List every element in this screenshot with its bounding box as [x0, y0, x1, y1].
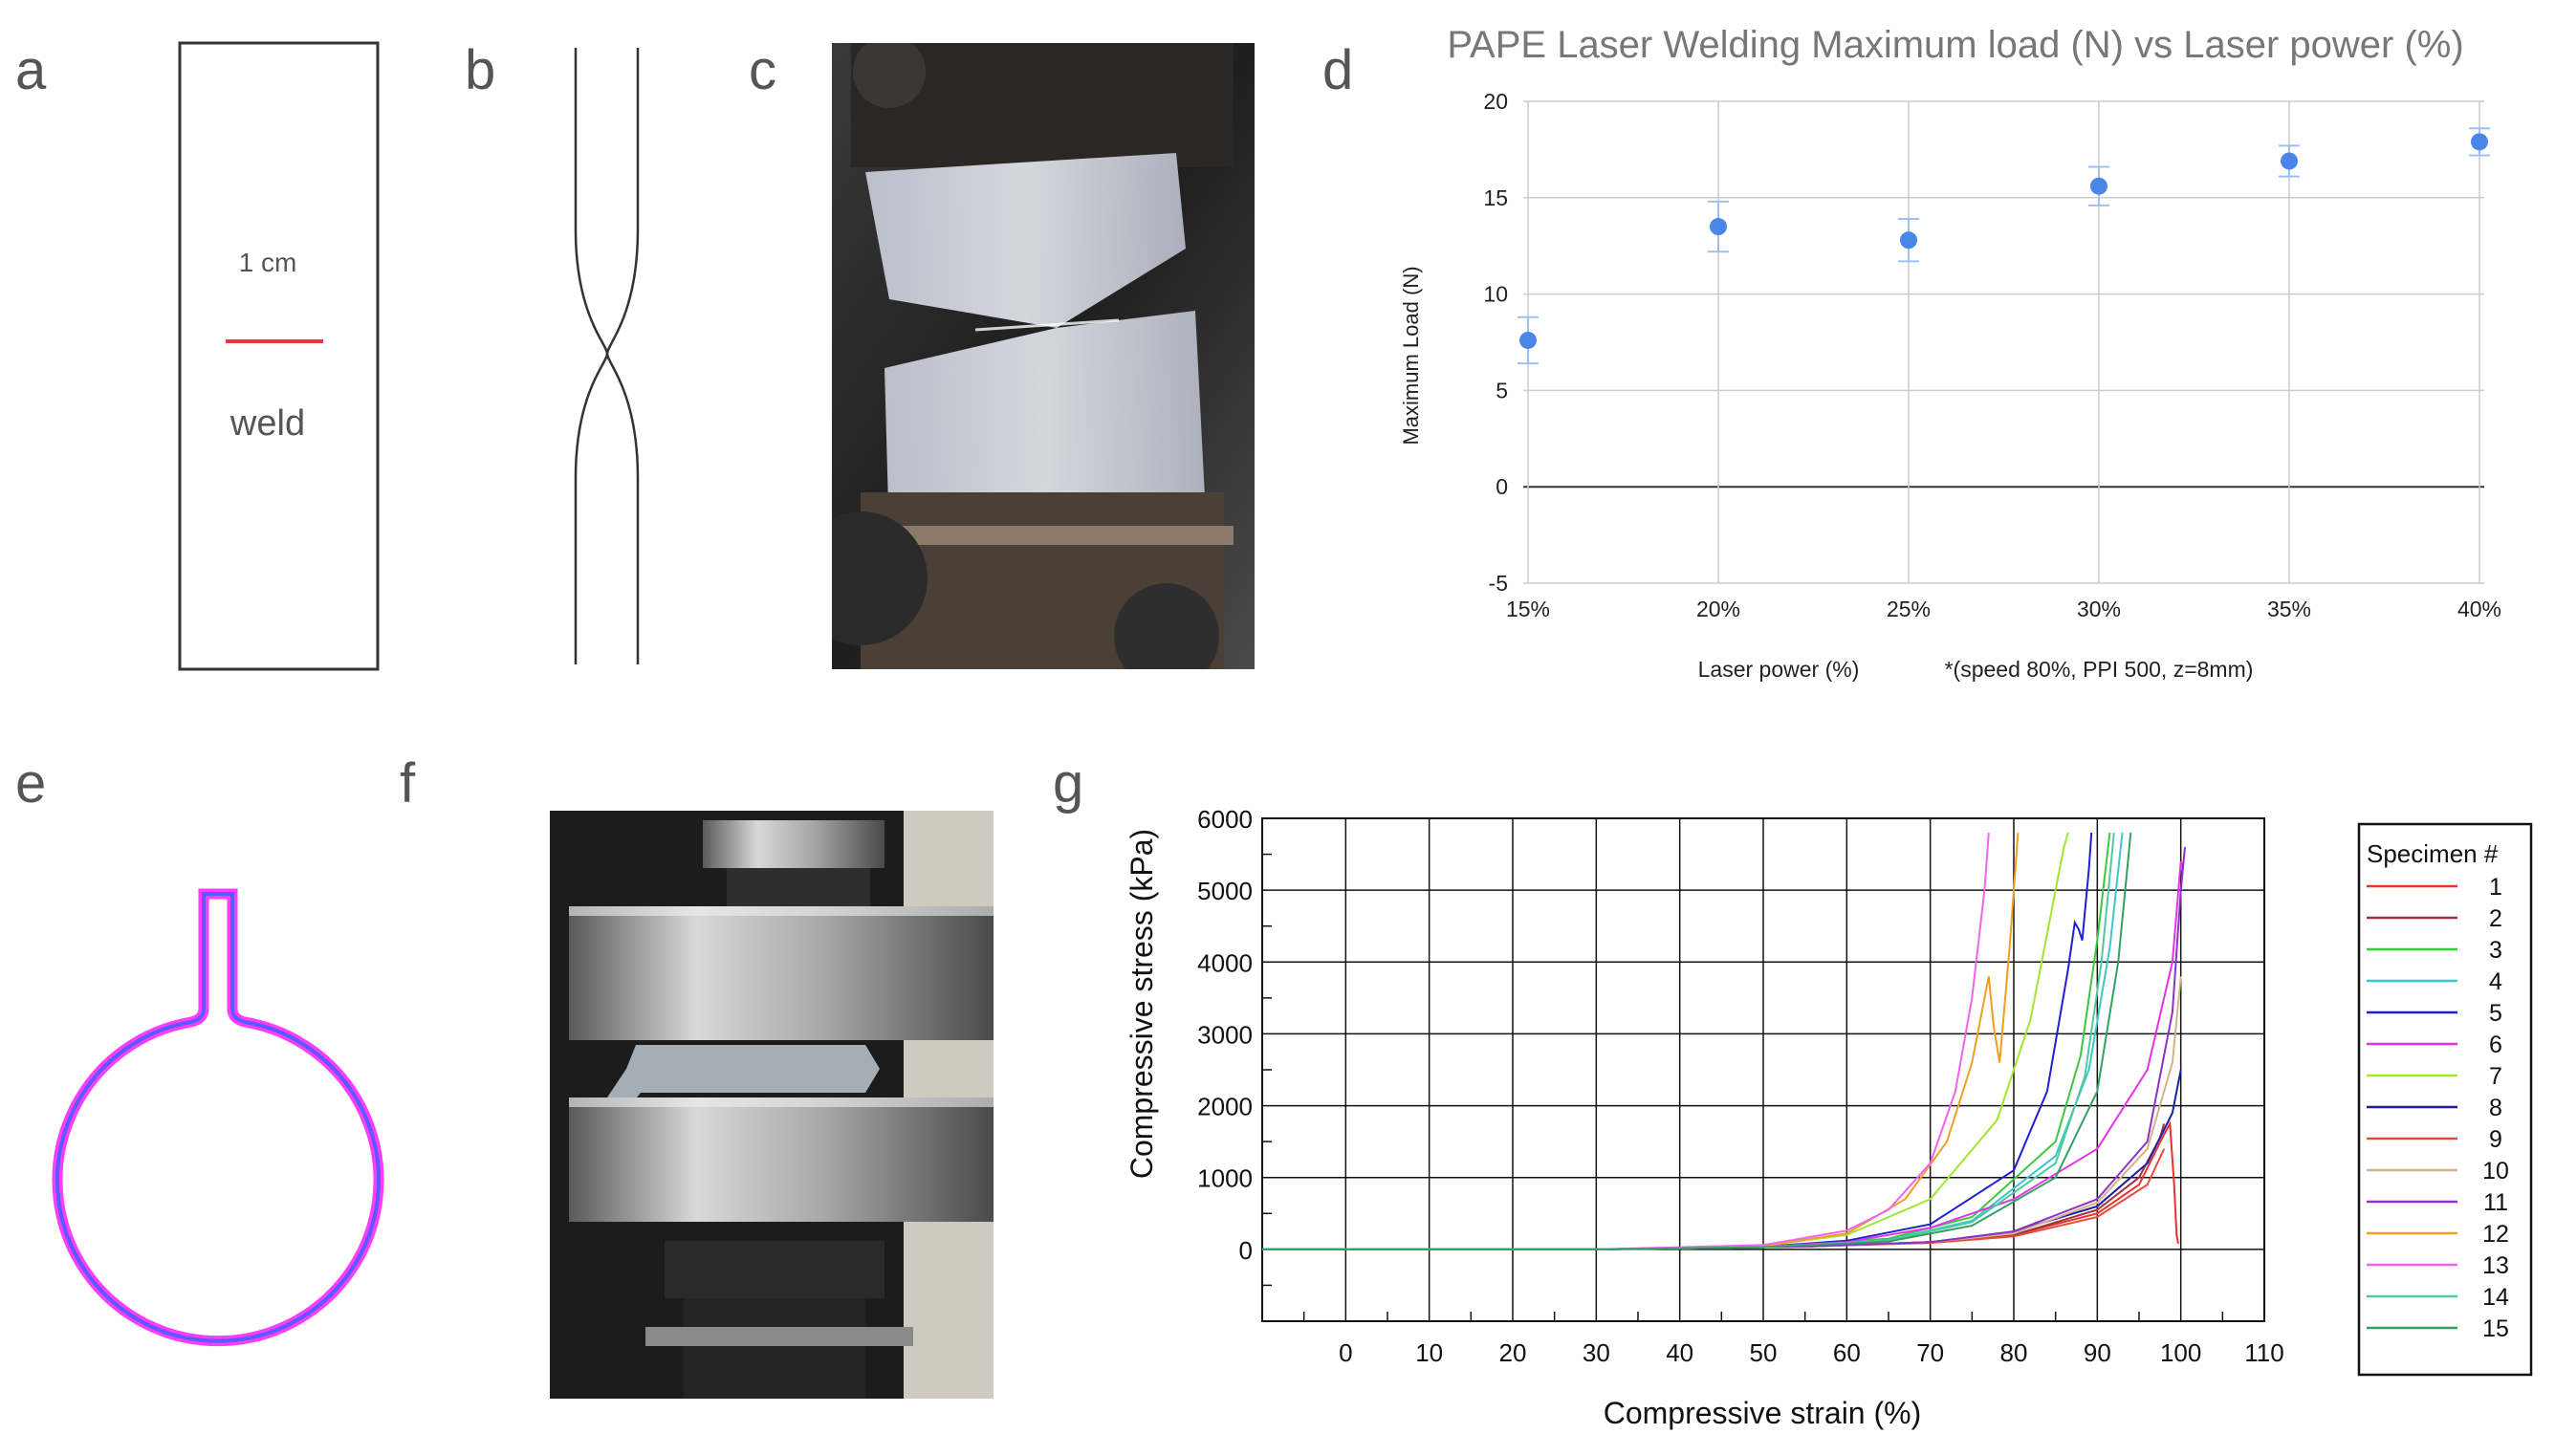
- chart-d-point: [2471, 133, 2488, 151]
- chart-g-x-tick-label: 50: [1750, 1338, 1778, 1367]
- chart-d-y-tick-label: 20: [1483, 89, 1508, 114]
- chart-g-grid: [1261, 817, 2265, 1322]
- legend-label-9: 9: [2489, 1126, 2502, 1153]
- chart-d-y-axis-label: Maximum Load (N): [1399, 266, 1423, 445]
- legend-label-2: 2: [2489, 905, 2502, 932]
- panel-label-f: f: [400, 752, 416, 815]
- chart-g-y-tick-label: 4000: [1197, 948, 1253, 977]
- bubble-outline-inner: [55, 892, 381, 1343]
- chart-d-y-tick-label: 0: [1496, 474, 1508, 499]
- chart-g-y-tick-label: 6000: [1197, 805, 1253, 834]
- panel-b-weld-profile-diagram: [574, 48, 640, 664]
- panel-label-e: e: [15, 752, 47, 815]
- panel-label-c: c: [749, 39, 776, 101]
- legend-box: [2357, 822, 2533, 1377]
- chart-g-x-tick-label: 80: [2000, 1338, 2028, 1367]
- chart-g-x-tick-label: 100: [2160, 1338, 2201, 1367]
- legend-label-6: 6: [2489, 1032, 2502, 1058]
- legend-label-4: 4: [2489, 968, 2502, 995]
- legend-label-15: 15: [2482, 1315, 2509, 1342]
- chart-g-y-tick-label: 0: [1239, 1236, 1253, 1265]
- chart-g-x-tick-label: 0: [1339, 1338, 1352, 1367]
- scale-label: 1 cm: [239, 248, 297, 277]
- chart-d-x-axis-label: Laser power (%): [1698, 657, 1860, 682]
- chart-g-x-tick-label: 20: [1499, 1338, 1527, 1367]
- legend-label-5: 5: [2489, 1000, 2502, 1027]
- legend-label-14: 14: [2482, 1284, 2509, 1311]
- compression-test-photo: [550, 811, 994, 1399]
- chart-d-y-tick-label: 5: [1496, 378, 1508, 402]
- chart-g-x-tick-label: 60: [1833, 1338, 1861, 1367]
- legend-label-13: 13: [2482, 1252, 2509, 1279]
- chart-g-series: [1262, 832, 2186, 1250]
- legend-label-10: 10: [2482, 1158, 2509, 1184]
- chart-g-y-tick-label: 1000: [1197, 1164, 1253, 1193]
- chart-d-x-tick-label: 35%: [2267, 597, 2311, 621]
- chart-d-points: [1518, 127, 2490, 365]
- chart-g-y-tick-label: 3000: [1197, 1020, 1253, 1049]
- chart-g-x-tick-label: 30: [1583, 1338, 1610, 1367]
- chart-g-y-tick-labels: 0 1000 2000 3000 4000 5000 6000: [1197, 805, 1253, 1265]
- chart-d-x-tick-labels: 15% 20% 25% 30% 35% 40%: [1506, 597, 2501, 621]
- legend-label-3: 3: [2489, 937, 2502, 964]
- chart-d-x-tick-label: 25%: [1887, 597, 1931, 621]
- chart-g-x-tick-labels: 0 10 20 30 40 50 60 70 80 90 100 110: [1339, 1338, 2284, 1367]
- chart-g-y-tick-label: 5000: [1197, 877, 1253, 905]
- panel-label-g: g: [1053, 752, 1084, 815]
- chart-g-y-axis-label: Compressive stress (kPa): [1125, 829, 1159, 1179]
- weld-label: weld: [229, 403, 305, 444]
- chart-d-x-tick-label: 30%: [2077, 597, 2121, 621]
- legend-label-11: 11: [2483, 1189, 2508, 1216]
- chart-d-note: *(speed 80%, PPI 500, z=8mm): [1945, 657, 2254, 682]
- chart-d-x-tick-label: 20%: [1696, 597, 1740, 621]
- chart-g-x-tick-label: 70: [1916, 1338, 1944, 1367]
- chart-d-y-tick-label: 10: [1483, 282, 1508, 307]
- chart-g-y-tick-label: 2000: [1197, 1093, 1253, 1121]
- panel-label-d: d: [1322, 39, 1354, 101]
- chart-g: 0 1000 2000 3000 4000 5000 6000 0 10 20 30 40 50 60 7…: [1125, 805, 2533, 1430]
- profile-left-line: [574, 48, 609, 664]
- chart-d-point: [2281, 152, 2298, 170]
- chart-g-x-tick-label: 90: [2084, 1338, 2111, 1367]
- chart-d-point: [1710, 218, 1727, 236]
- chart-g-x-tick-label: 10: [1415, 1338, 1443, 1367]
- chart-d-grid: [1523, 100, 2484, 584]
- chart-g-x-axis-label: Compressive strain (%): [1604, 1396, 1922, 1430]
- panel-label-b: b: [465, 39, 496, 101]
- specimen-outline: [178, 41, 380, 671]
- bubble-outline-outer: [52, 888, 384, 1347]
- chart-d-point: [2090, 177, 2107, 195]
- profile-right-line: [605, 48, 640, 664]
- chart-d-point: [1519, 331, 1537, 349]
- chart-d-y-tick-label: 15: [1483, 185, 1508, 210]
- legend-label-7: 7: [2489, 1063, 2502, 1090]
- chart-d-point: [1900, 231, 1917, 250]
- weld-tensile-photo: [832, 43, 1255, 669]
- chart-d: PAPE Laser Welding Maximum load (N) vs L…: [1399, 24, 2501, 682]
- chart-d-x-tick-label: 40%: [2457, 597, 2501, 621]
- panel-e-bubble-diagram: [52, 888, 384, 1347]
- chart-g-x-tick-label: 40: [1666, 1338, 1693, 1367]
- legend-label-8: 8: [2489, 1095, 2502, 1121]
- panel-label-a: a: [15, 39, 47, 101]
- panel-a-specimen-diagram: 1 cm weld: [178, 41, 380, 671]
- chart-g-x-tick-label: 110: [2244, 1338, 2283, 1367]
- legend-label-12: 12: [2482, 1221, 2509, 1248]
- chart-d-y-tick-labels: -5 0 5 10 15 20: [1483, 89, 1508, 596]
- legend-title: Specimen #: [2367, 839, 2499, 868]
- chart-d-y-tick-label: -5: [1489, 571, 1508, 596]
- chart-d-x-tick-label: 15%: [1506, 597, 1550, 621]
- chart-d-title: PAPE Laser Welding Maximum load (N) vs L…: [1447, 24, 2463, 66]
- chart-g-series-line-13: [1262, 832, 1990, 1250]
- chart-g-series-line-15: [1262, 832, 2132, 1250]
- legend-label-1: 1: [2489, 874, 2502, 901]
